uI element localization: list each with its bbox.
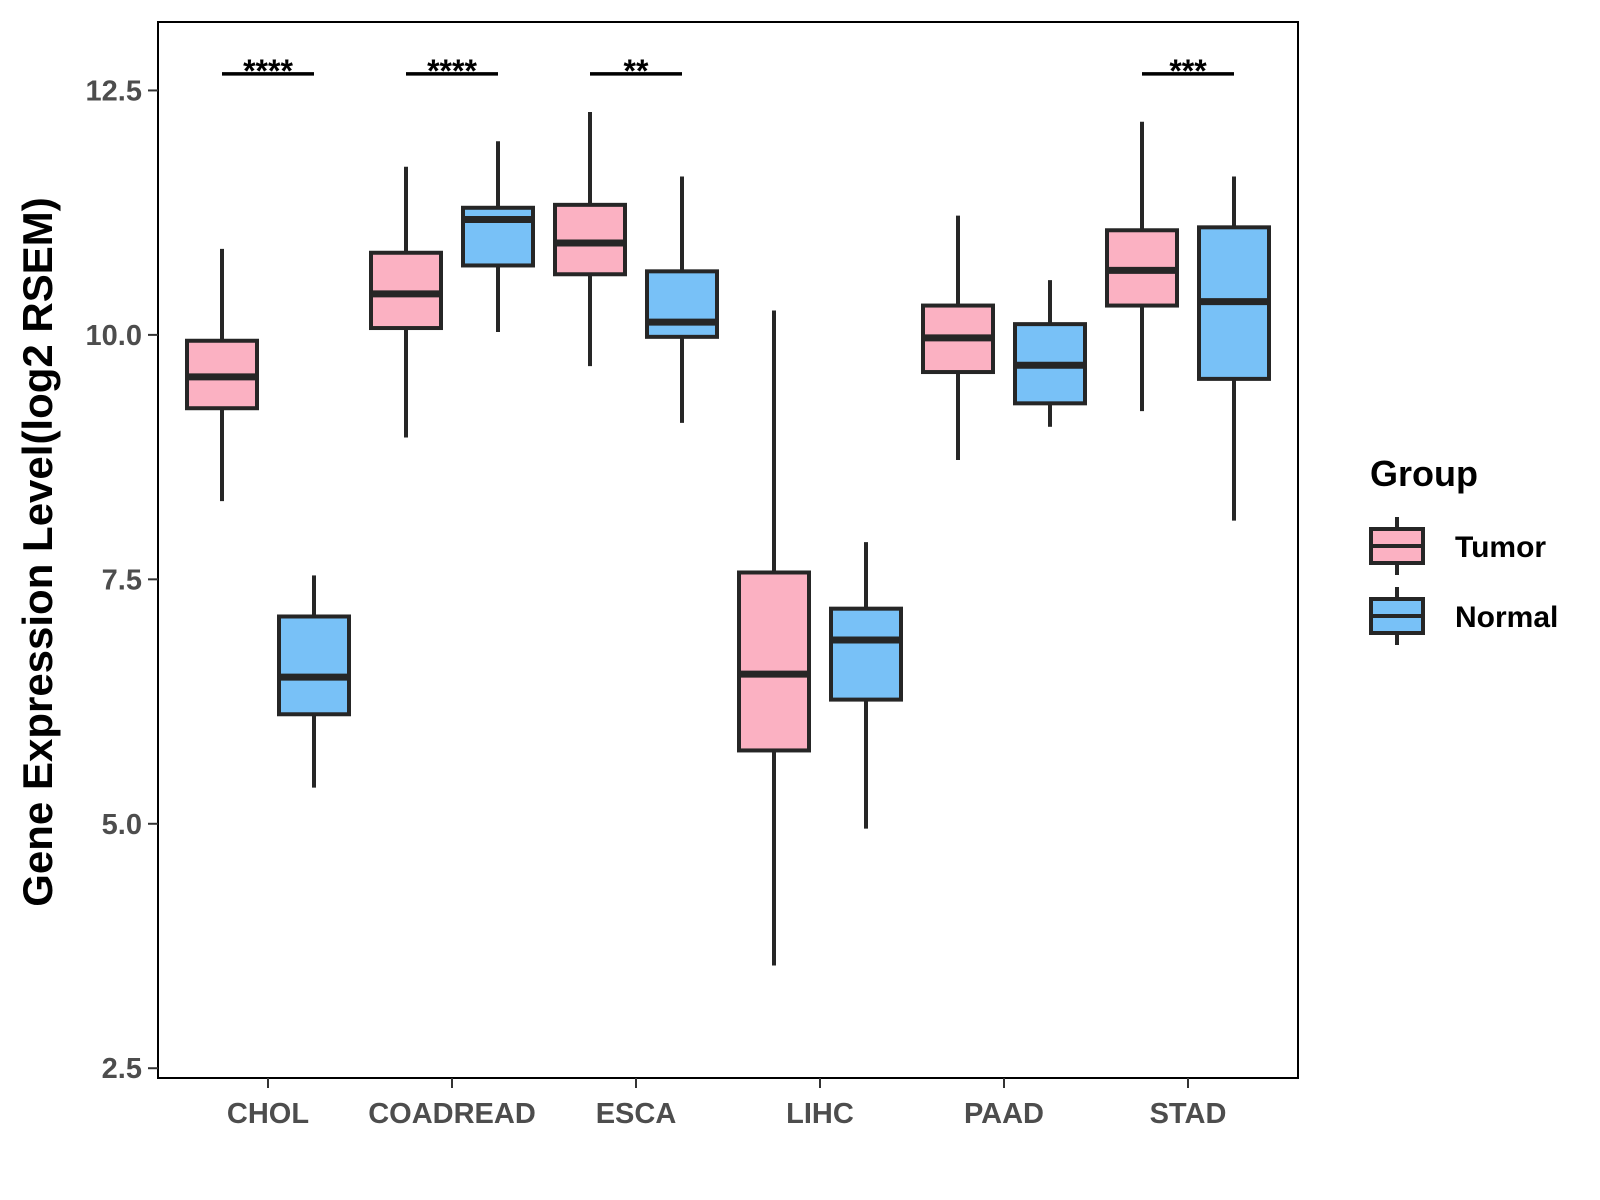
significance-label: ***: [1169, 53, 1207, 89]
y-axis-title: Gene Expression Level(log2 RSEM): [14, 197, 61, 907]
box-body: [829, 606, 903, 702]
axes: CHOL COADREAD ESCA LIHC PAAD STAD 2.5 5.0 7.5 10.…: [86, 75, 1227, 1130]
y-tick-label: 10.0: [86, 320, 142, 352]
box-stad-tumor: [1105, 121, 1179, 412]
y-tick-label: 5.0: [102, 809, 142, 841]
box-stad-normal: [1197, 176, 1271, 521]
box-paad-normal: [1013, 280, 1087, 427]
x-tick-label: COADREAD: [368, 1098, 536, 1130]
y-tick-label: 2.5: [102, 1053, 142, 1085]
significance-label: ****: [243, 53, 293, 89]
box-lihc-tumor: [737, 310, 811, 966]
box-paad-tumor: [921, 215, 995, 461]
significance-label: **: [624, 53, 649, 89]
y-tick-label: 7.5: [102, 564, 142, 596]
box-chol-normal: [277, 575, 351, 788]
box-chol-tumor: [185, 248, 259, 502]
legend-label: Tumor: [1455, 531, 1546, 564]
legend-item-normal: Normal: [1369, 587, 1558, 645]
plot-area: **** **** ** ***: [157, 21, 1299, 1079]
plot-panel: [157, 21, 1299, 1079]
box-body: [737, 570, 811, 753]
legend-title: Group: [1370, 453, 1478, 494]
box-esca-normal: [645, 176, 719, 423]
box-esca-tumor: [553, 111, 627, 367]
y-tick-label: 12.5: [86, 75, 142, 107]
box-coadread-tumor: [369, 166, 443, 438]
x-tick-label: LIHC: [786, 1098, 854, 1130]
box-coadread-normal: [461, 141, 535, 332]
legend-label: Normal: [1455, 601, 1558, 634]
box-lihc-normal: [829, 542, 903, 829]
legend: Group Tumor Normal: [1369, 453, 1558, 645]
significance-label: ****: [427, 53, 477, 89]
box-body: [277, 614, 351, 717]
x-tick-label: STAD: [1150, 1098, 1227, 1130]
x-tick-label: ESCA: [596, 1098, 677, 1130]
box-body: [645, 269, 719, 339]
legend-item-tumor: Tumor: [1369, 517, 1546, 575]
x-tick-label: PAAD: [964, 1098, 1044, 1130]
x-tick-label: CHOL: [227, 1098, 309, 1130]
